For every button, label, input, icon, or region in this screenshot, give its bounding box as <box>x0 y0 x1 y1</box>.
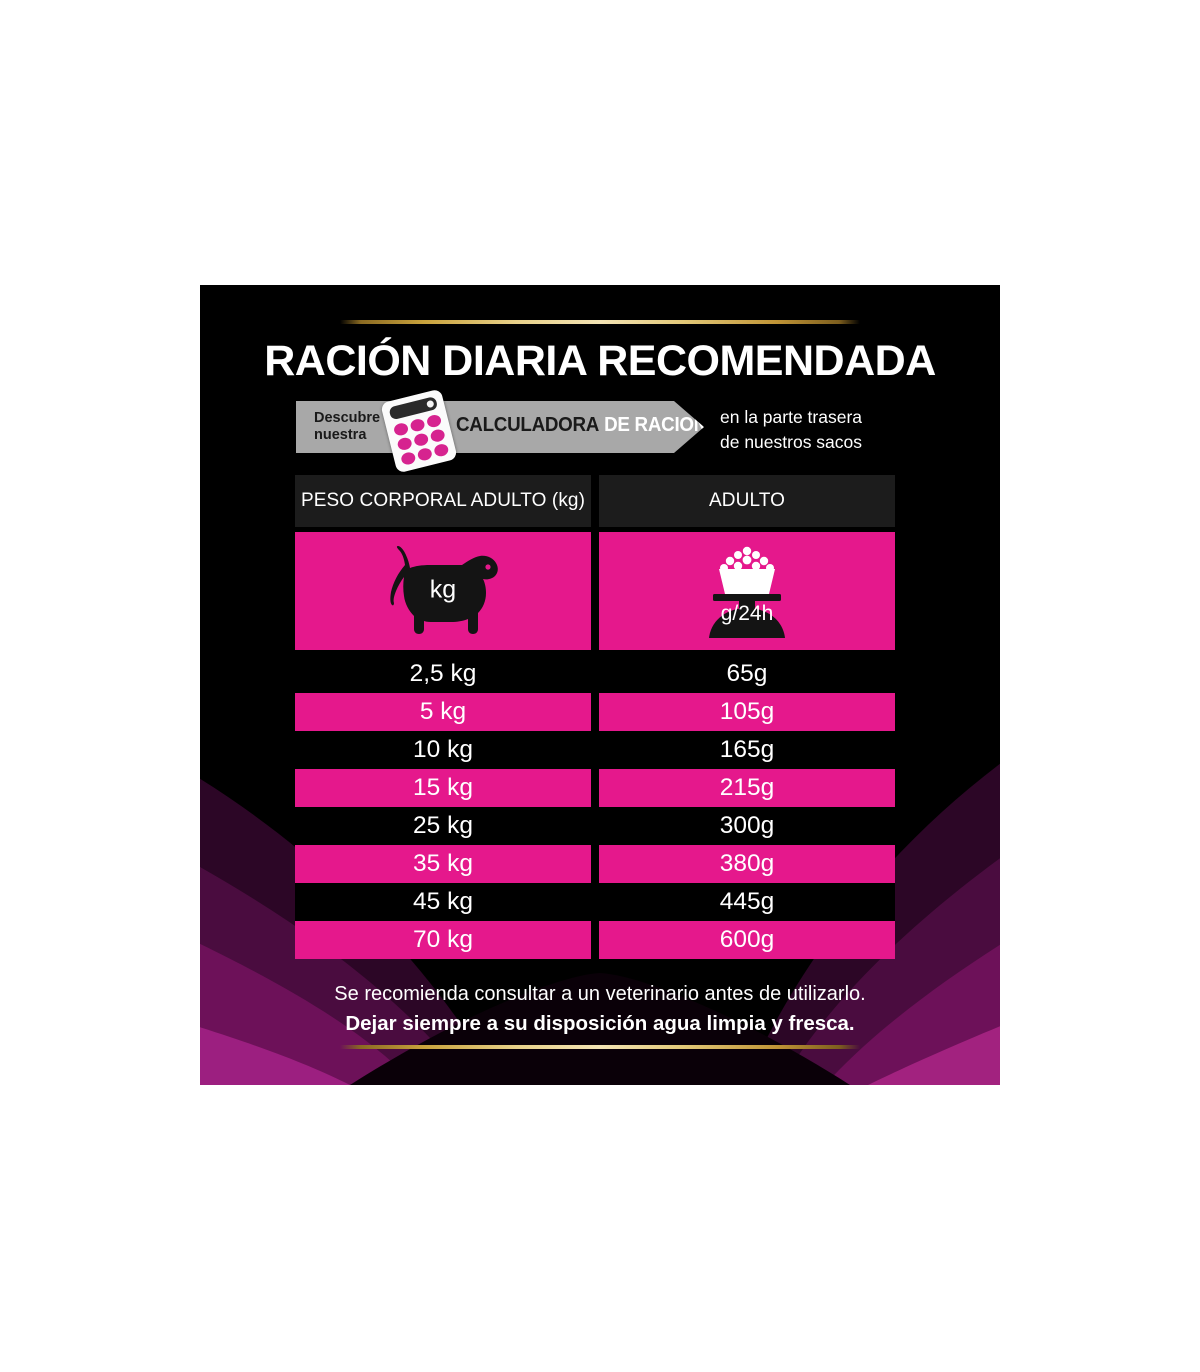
food-bowl-scale-shape <box>709 546 785 638</box>
calculator-banner-text: CALCULADORA DE RACIONES <box>456 414 732 437</box>
calculator-key <box>412 432 430 448</box>
ration-icon-cell: g/24h <box>599 532 895 650</box>
food-bowl-scale-icon: g/24h <box>697 542 797 640</box>
weight-icon-cell: kg <box>295 532 591 650</box>
cell-weight: 10 kg <box>295 731 591 769</box>
table-row: 25 kg 300g <box>295 807 895 845</box>
cell-ration: 165g <box>599 731 895 769</box>
table-row: 45 kg 445g <box>295 883 895 921</box>
cell-weight: 5 kg <box>295 693 591 731</box>
calculator-promo-strip: Descubre nuestra CALCULADORA DE RACIONES <box>296 388 904 474</box>
calculator-key <box>396 436 413 452</box>
column-header-weight: PESO CORPORAL ADULTO (kg) <box>295 475 591 527</box>
cell-ration: 600g <box>599 921 895 959</box>
table-row: 2,5 kg 65g <box>295 655 895 693</box>
calculator-key <box>409 417 426 433</box>
cell-weight: 2,5 kg <box>295 655 591 693</box>
column-header-adult: ADULTO <box>599 475 895 527</box>
table-row: 35 kg 380g <box>295 845 895 883</box>
dog-silhouette-icon: kg <box>384 543 502 639</box>
dog-silhouette-shape <box>390 546 498 634</box>
cell-ration: 65g <box>599 655 895 693</box>
feeding-guide-panel: RACIÓN DIARIA RECOMENDADA Descubre nuest… <box>200 285 1000 1085</box>
cell-ration: 380g <box>599 845 895 883</box>
cell-weight: 35 kg <box>295 845 591 883</box>
banner-word-de-raciones: DE RACIONES <box>604 414 732 436</box>
table-row: 70 kg 600g <box>295 921 895 959</box>
cell-weight: 25 kg <box>295 807 591 845</box>
calculator-key <box>425 413 443 429</box>
table-header-row: PESO CORPORAL ADULTO (kg) ADULTO <box>295 475 895 527</box>
banner-word-calculadora: CALCULADORA <box>456 414 600 436</box>
descubre-nuestra-label: Descubre nuestra <box>314 410 381 444</box>
footer-line-2: Dejar siempre a su disposición agua limp… <box>345 1012 855 1035</box>
cell-ration: 105g <box>599 693 895 731</box>
calculator-key <box>429 428 446 444</box>
calculator-banner[interactable]: Descubre nuestra CALCULADORA DE RACIONES <box>296 401 704 453</box>
gold-divider-top <box>340 320 860 324</box>
cell-weight: 15 kg <box>295 769 591 807</box>
table-row: 5 kg 105g <box>295 693 895 731</box>
cell-ration: 445g <box>599 883 895 921</box>
footer-line-1: Se recomienda consultar a un veterinario… <box>334 983 866 1005</box>
table-row: 15 kg 215g <box>295 769 895 807</box>
cell-weight: 70 kg <box>295 921 591 959</box>
footer-notes: Se recomienda consultar a un veterinario… <box>200 980 1000 1039</box>
cell-ration: 215g <box>599 769 895 807</box>
calculator-key <box>392 421 410 437</box>
cell-weight: 45 kg <box>295 883 591 921</box>
gold-divider-bottom <box>340 1045 860 1049</box>
table-body: 2,5 kg 65g 5 kg 105g 10 kg 165g 15 kg 215g 25 kg… <box>295 655 895 959</box>
feeding-table: PESO CORPORAL ADULTO (kg) ADULTO kg <box>295 475 895 959</box>
cell-ration: 300g <box>599 807 895 845</box>
table-row: 10 kg 165g <box>295 731 895 769</box>
page-title: RACIÓN DIARIA RECOMENDADA <box>264 337 936 385</box>
table-icon-row: kg <box>295 532 895 650</box>
promo-after-text: en la parte trasera de nuestros sacos <box>720 407 863 452</box>
